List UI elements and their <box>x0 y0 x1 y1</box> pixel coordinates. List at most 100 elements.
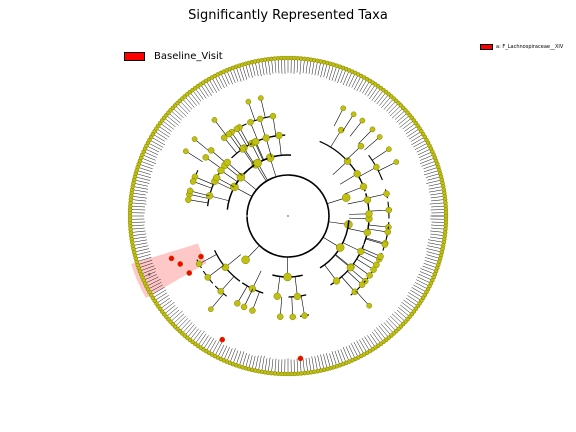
leaf-branch <box>423 263 438 269</box>
leaf-branch <box>189 328 199 340</box>
leaf-branch <box>132 239 148 243</box>
leaf-branch <box>334 66 341 82</box>
biomarker-node-enriched <box>219 336 226 343</box>
biomarker-node-enriched <box>297 355 304 362</box>
leaf-branch <box>151 136 166 146</box>
clade-node-l0 <box>236 172 246 182</box>
clade-branch-l3 <box>342 114 354 132</box>
leaf-branch <box>391 107 404 119</box>
leaf-branch <box>130 221 146 223</box>
leaf-branch <box>177 102 189 115</box>
clade-node-l3 <box>359 117 366 124</box>
clade-branch-l2 <box>207 264 224 278</box>
clade-node-l3 <box>369 126 376 133</box>
leaf-branch <box>353 75 362 90</box>
biomarker-node-enriched <box>198 253 204 260</box>
leaf-branch <box>410 289 424 299</box>
leaf-branch <box>386 100 397 112</box>
leaf-branch <box>143 274 157 281</box>
clade-node-l2 <box>366 272 373 279</box>
leaf-branch <box>147 281 162 290</box>
clade-branch-l3 <box>214 119 227 136</box>
leaf-branch <box>367 84 376 97</box>
leaf-branch <box>305 357 309 373</box>
leaf-branch <box>423 170 440 176</box>
leaf-branch <box>166 115 179 126</box>
leaf-branch <box>139 160 154 167</box>
clade-node-l1 <box>365 210 373 218</box>
leaf-branch <box>400 304 412 315</box>
leaf-branch <box>189 92 200 105</box>
leaf-branch <box>403 299 416 310</box>
leaf-branch <box>374 90 384 103</box>
leaf-branch <box>414 142 429 151</box>
leaf-branch <box>242 352 247 368</box>
leaf-branch <box>235 66 242 82</box>
leaf-branch <box>334 350 341 366</box>
leaf-branch <box>429 202 446 205</box>
leaf-branch <box>130 202 147 205</box>
leaf-branch <box>431 224 446 227</box>
biomarker-node-enriched <box>177 261 184 267</box>
leaf-branch <box>211 77 220 92</box>
leaf-branch <box>134 248 150 253</box>
leaf-branch <box>426 248 442 253</box>
leaf-branch <box>135 254 151 259</box>
leaf-branch <box>405 125 418 135</box>
clade-branch-l3 <box>333 108 344 127</box>
leaf-branch <box>326 63 331 79</box>
leaf-branch <box>137 166 153 173</box>
clade-node-l1 <box>205 192 214 200</box>
clade-node-l2 <box>195 260 203 268</box>
clade-branch-l2 <box>205 157 223 170</box>
leaf-branch <box>405 297 418 307</box>
leaf-branch <box>426 251 442 256</box>
leaf-branch <box>139 265 155 272</box>
leaf-branch <box>342 70 350 85</box>
leaf-branch <box>426 254 441 259</box>
leaf-branch <box>197 86 207 99</box>
leaf-branch <box>174 315 186 327</box>
clade-branch-l2 <box>223 137 238 154</box>
clade-node-l2 <box>217 288 224 295</box>
leaf-branch <box>158 125 171 135</box>
leaf-branch <box>369 86 379 100</box>
clade-node-l1 <box>357 247 365 256</box>
clade-branch-l2 <box>347 270 363 285</box>
leaf-branch <box>149 284 163 293</box>
leaf-branch <box>164 117 176 127</box>
leaf-branch <box>428 186 444 190</box>
leaf-branch <box>424 260 439 266</box>
clade-branch-l2 <box>252 291 260 311</box>
leaf-branch <box>425 173 441 178</box>
clade-node-l3 <box>366 302 373 309</box>
leaf-branch <box>146 278 161 287</box>
leaf-branch <box>226 348 233 362</box>
leaf-branch <box>419 157 435 164</box>
leaf-branch <box>413 139 427 148</box>
leaf-branch <box>143 151 157 158</box>
clade-node-l3 <box>207 306 214 313</box>
clade-node-l2 <box>256 115 264 123</box>
leaf-branch <box>245 63 250 78</box>
clade-node-l2 <box>247 119 254 126</box>
leaf-branch <box>293 58 295 74</box>
leaf-branch <box>130 227 145 230</box>
leaf-branch <box>217 344 225 358</box>
leaf-branch <box>130 209 146 211</box>
leaf-branch <box>158 297 170 307</box>
leaf-branch <box>416 145 430 153</box>
leaf-branch <box>326 353 331 369</box>
leaf-branch <box>142 271 156 278</box>
leaf-branch <box>170 310 183 322</box>
leaf-branch <box>364 82 373 96</box>
clade-node-l1 <box>293 292 302 301</box>
clade-node-l1 <box>262 134 270 142</box>
clade-branch-l2 <box>190 190 210 197</box>
leaf-branch <box>156 128 170 138</box>
leaf-branch <box>137 259 153 266</box>
clade-branch-l2 <box>358 166 377 178</box>
legend-label-baseline-visit: Baseline_Visit <box>154 51 223 62</box>
clade-node-l2 <box>277 313 284 320</box>
leaf-branch <box>299 58 302 75</box>
